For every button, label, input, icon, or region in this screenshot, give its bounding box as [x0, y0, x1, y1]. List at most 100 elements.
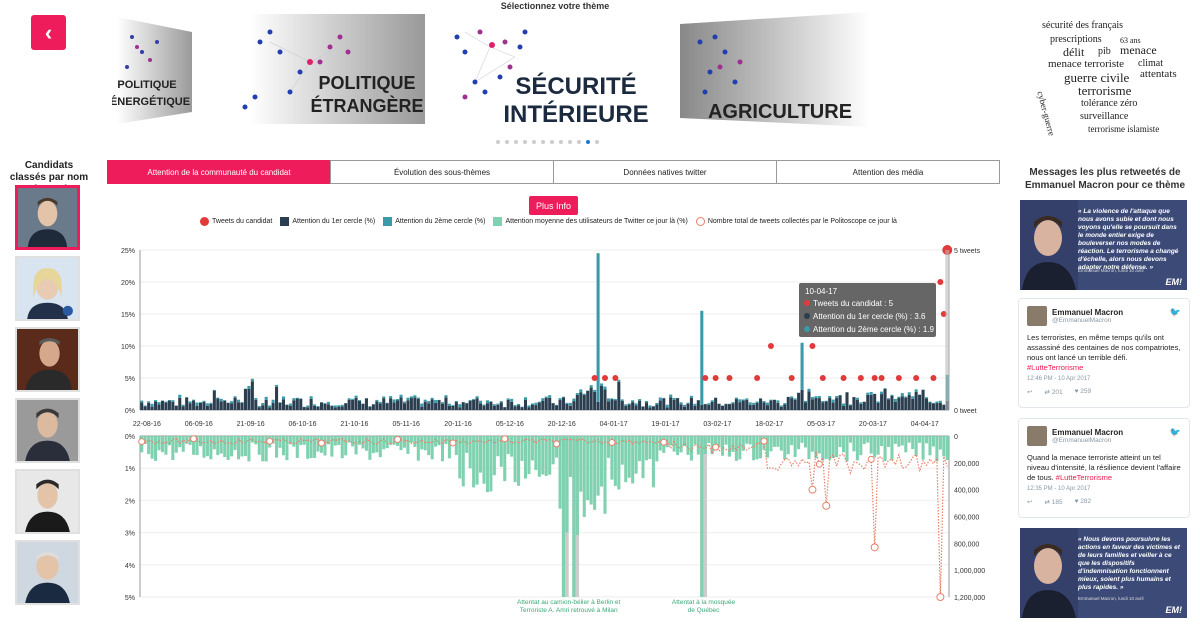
bar-1st-circle	[714, 397, 718, 410]
bar-1st-circle	[776, 402, 780, 410]
bar-2nd-circle	[479, 400, 483, 404]
bar-2nd-circle	[665, 404, 669, 408]
retweet-action[interactable]: ⇄ 201	[1044, 388, 1062, 396]
bar-2nd-circle	[900, 393, 904, 397]
bar-2nd-circle	[734, 397, 738, 400]
bar-2nd-circle	[333, 405, 337, 408]
carousel-dot[interactable]	[568, 140, 572, 144]
bar-2nd-circle	[904, 396, 908, 398]
plus-info-button[interactable]: Plus Info	[529, 196, 578, 215]
bar-1st-circle	[603, 389, 607, 410]
bar-1st-circle	[886, 399, 891, 410]
back-button[interactable]: ‹	[31, 15, 66, 50]
tab-evolution-sous-themes[interactable]: Évolution des sous-thèmes	[330, 160, 554, 184]
tweet-text: Les terroristes, en même temps qu'ils on…	[1027, 333, 1181, 372]
y-tick-label: 5%	[125, 595, 135, 602]
bar-2nd-circle	[738, 399, 742, 403]
carousel-dot[interactable]	[559, 140, 563, 144]
bar-1st-circle	[344, 403, 348, 410]
bar-2nd-circle	[748, 402, 752, 405]
carousel-dot[interactable]	[550, 140, 554, 144]
bar-1st-circle	[624, 405, 628, 410]
bar-avg-attention	[848, 436, 852, 443]
carousel-dot[interactable]	[577, 140, 581, 144]
tweet-card[interactable]: Emmanuel Macron @EmmanuelMacron 🐦 Quand …	[1018, 418, 1190, 518]
hashtag-link[interactable]: #LutteTerrorisme	[1027, 363, 1084, 372]
bar-2nd-circle	[634, 403, 638, 406]
em-logo: EM!	[1165, 605, 1183, 615]
bar-1st-circle	[292, 400, 296, 410]
carousel-dot[interactable]	[505, 140, 509, 144]
like-action[interactable]: ♥ 282	[1075, 498, 1092, 506]
carousel-dot[interactable]	[586, 140, 590, 144]
bar-avg-attention	[748, 436, 752, 445]
y2-tick-label: 800,000	[954, 541, 979, 548]
theme-card-politique-etrangere[interactable]: POLITIQUE ÉTRANGÈRE	[230, 12, 430, 124]
carousel-dot[interactable]	[595, 140, 599, 144]
retweet-action[interactable]: ⇄ 185	[1044, 498, 1062, 506]
promo-quote: « Nous devons poursuivre les actions en …	[1078, 536, 1180, 591]
bar-2nd-circle	[195, 402, 199, 406]
theme-card-agriculture[interactable]: AGRICULTURE	[680, 12, 870, 127]
tweet-point	[809, 343, 816, 349]
carousel-dot[interactable]	[514, 140, 518, 144]
tweet-time[interactable]: 12:46 PM - 10 Apr 2017	[1027, 376, 1091, 382]
candidate-fillon[interactable]	[15, 398, 80, 463]
tweet-time[interactable]: 12:35 PM - 10 Apr 2017	[1027, 486, 1091, 492]
attention-chart[interactable]: 0% 5% 10% 15% 20% 25% 0 tweet 5 tweets 22-08-16 0…	[107, 238, 1002, 623]
carousel-dot[interactable]	[532, 140, 536, 144]
carousel-dot[interactable]	[541, 140, 545, 144]
bar-2nd-circle	[406, 397, 410, 401]
candidate-hamon[interactable]	[15, 469, 80, 534]
bar-avg-attention	[492, 436, 496, 476]
bar-avg-attention	[406, 436, 410, 454]
bar-1st-circle	[648, 407, 652, 410]
bar-2nd-circle	[434, 400, 438, 403]
bar-1st-circle	[696, 400, 700, 410]
tweet-author: Emmanuel Macron	[1052, 308, 1124, 317]
bar-1st-circle	[679, 404, 683, 410]
bar-1st-circle	[907, 394, 911, 410]
bar-2nd-circle	[886, 398, 891, 400]
x-tick-label: 20-11-16	[444, 421, 472, 428]
word-cloud-term: menace	[1120, 43, 1157, 57]
candidate-melenchon[interactable]	[15, 327, 80, 392]
candidate-macron[interactable]	[15, 185, 80, 250]
bar-1st-circle	[817, 398, 821, 410]
promo-image[interactable]: « Nous devons poursuivre les actions en …	[1020, 528, 1187, 618]
bar-avg-attention	[337, 436, 341, 446]
theme-card-politique-energetique[interactable]: POLITIQUE ÉNERGÉTIQUE	[112, 12, 197, 127]
tab-donnees-twitter[interactable]: Données natives twitter	[553, 160, 777, 184]
bar-avg-attention	[700, 436, 704, 597]
bar-avg-attention	[641, 436, 645, 479]
bar-2nd-circle	[178, 394, 182, 398]
reply-icon[interactable]: ↩	[1027, 499, 1033, 506]
carousel-dot[interactable]	[523, 140, 527, 144]
tab-attention-media[interactable]: Attention des média	[776, 160, 1000, 184]
bar-2nd-circle	[347, 398, 351, 400]
bar-2nd-circle	[752, 402, 756, 405]
bar-1st-circle	[772, 399, 776, 410]
tweet-card[interactable]: Emmanuel Macron @EmmanuelMacron 🐦 Les te…	[1018, 298, 1190, 408]
tab-attention-communaute[interactable]: Attention de la communauté du candidat	[107, 160, 331, 184]
reply-icon[interactable]: ↩	[1027, 389, 1033, 396]
bar-2nd-circle	[707, 403, 711, 405]
candidate-asselineau[interactable]	[15, 540, 80, 605]
bar-1st-circle	[479, 403, 483, 410]
bar-1st-circle	[897, 397, 901, 410]
bar-1st-circle	[275, 386, 279, 410]
bar-1st-circle	[482, 405, 486, 410]
bar-1st-circle	[313, 405, 317, 410]
candidate-le-pen[interactable]	[15, 256, 80, 321]
bar-avg-attention	[734, 436, 738, 461]
like-action[interactable]: ♥ 259	[1075, 388, 1092, 396]
bar-1st-circle	[340, 406, 344, 410]
promo-image[interactable]: « La violence de l'attaque que nous avon…	[1020, 200, 1187, 290]
hashtag-link[interactable]: #LutteTerrorisme	[1055, 473, 1113, 482]
carousel-dot[interactable]	[496, 140, 500, 144]
carousel-dots	[496, 140, 599, 144]
bar-avg-attention	[586, 436, 590, 501]
bar-2nd-circle	[561, 396, 566, 398]
bar-2nd-circle	[198, 402, 203, 403]
theme-card-securite-interieure[interactable]: SÉCURITÉ INTÉRIEURE	[445, 12, 670, 130]
